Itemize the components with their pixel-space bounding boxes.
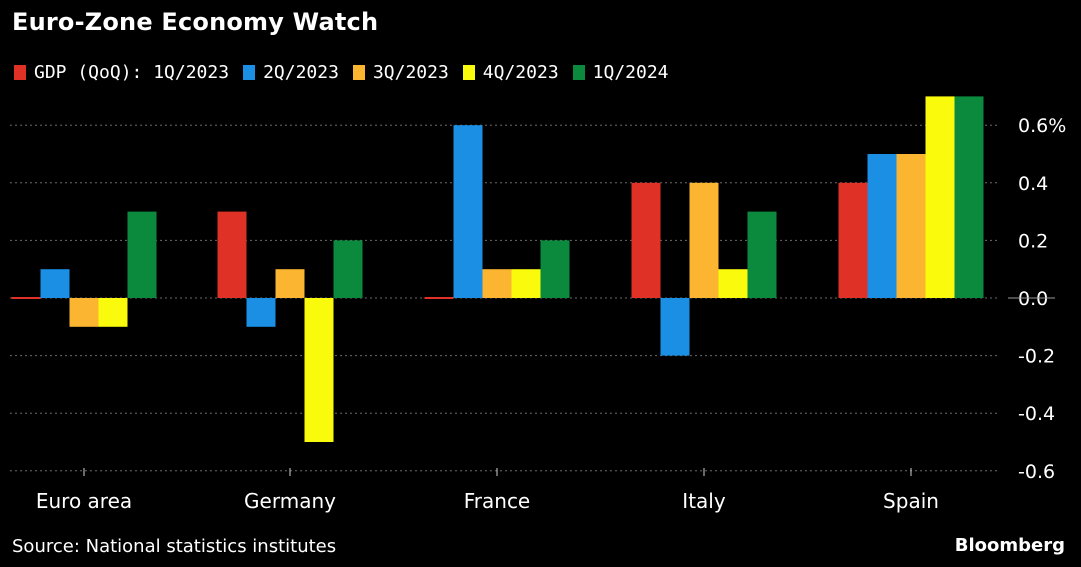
bloomberg-logo: Bloomberg: [954, 535, 1065, 556]
bar: [925, 96, 955, 299]
legend-label: 1Q/2024: [592, 61, 669, 83]
bar: [954, 96, 984, 299]
bar: [69, 298, 99, 327]
bar: [333, 240, 363, 298]
bar: [689, 182, 719, 298]
legend-label: 3Q/2023: [372, 61, 449, 83]
x-tick-label: Spain: [883, 489, 939, 513]
bar: [838, 182, 868, 298]
bar: [511, 269, 541, 298]
bar: [98, 298, 128, 327]
x-tick-label: France: [464, 489, 531, 513]
legend-item: 1Q/2024: [572, 61, 669, 83]
bar: [718, 269, 748, 298]
bar: [660, 298, 690, 356]
y-tick-label: 0.6%: [1018, 115, 1066, 137]
legend-label: 2Q/2023: [263, 61, 339, 83]
legend-label: 4Q/2023: [482, 61, 559, 83]
legend-swatch: [462, 64, 475, 80]
bar: [747, 211, 777, 298]
chart-title: Euro-Zone Economy Watch: [12, 8, 379, 36]
legend-swatch: [14, 64, 26, 80]
y-tick-label: -0.4: [1018, 403, 1055, 425]
bar: [540, 240, 570, 298]
legend-label: GDP (QoQ): 1Q/2023: [34, 61, 230, 83]
bar: [631, 182, 661, 298]
x-tick-label: Germany: [244, 489, 336, 513]
y-tick-label: 0.2: [1018, 230, 1048, 252]
y-tick-label: 0.4: [1018, 173, 1048, 195]
bar: [453, 125, 483, 298]
y-tick-label: -0.6: [1018, 461, 1055, 483]
legend-item: 2Q/2023: [243, 62, 339, 83]
bar: [127, 211, 157, 298]
chart-legend: GDP (QoQ): 1Q/2023 2Q/2023 3Q/2023 4Q/2023 1…: [14, 60, 683, 84]
legend-swatch: [243, 64, 256, 80]
legend-swatch: [572, 64, 585, 80]
bar: [246, 298, 276, 327]
legend-item: 3Q/2023: [352, 61, 449, 83]
bar: [275, 269, 305, 298]
bar: [304, 298, 334, 442]
bar: [424, 297, 454, 299]
bar: [867, 154, 897, 298]
bar-chart: 0.6% 0.4 0.2 0.0 -0.2 -0.4 -0.6 Euro area German…: [10, 96, 1066, 513]
x-tick-label: Euro area: [36, 489, 132, 513]
legend-item: GDP (QoQ): 1Q/2023: [14, 62, 229, 83]
bar: [11, 297, 41, 299]
bar: [217, 211, 247, 298]
legend-item: 4Q/2023: [462, 61, 559, 83]
y-tick-label: 0.0: [1018, 288, 1048, 310]
legend-swatch: [352, 64, 365, 80]
bar: [482, 269, 512, 298]
y-tick-label: -0.2: [1018, 346, 1055, 368]
bar: [40, 269, 70, 298]
source-note: Source: National statistics institutes: [12, 536, 337, 557]
x-tick-label: Italy: [682, 489, 726, 513]
bar: [896, 154, 926, 298]
